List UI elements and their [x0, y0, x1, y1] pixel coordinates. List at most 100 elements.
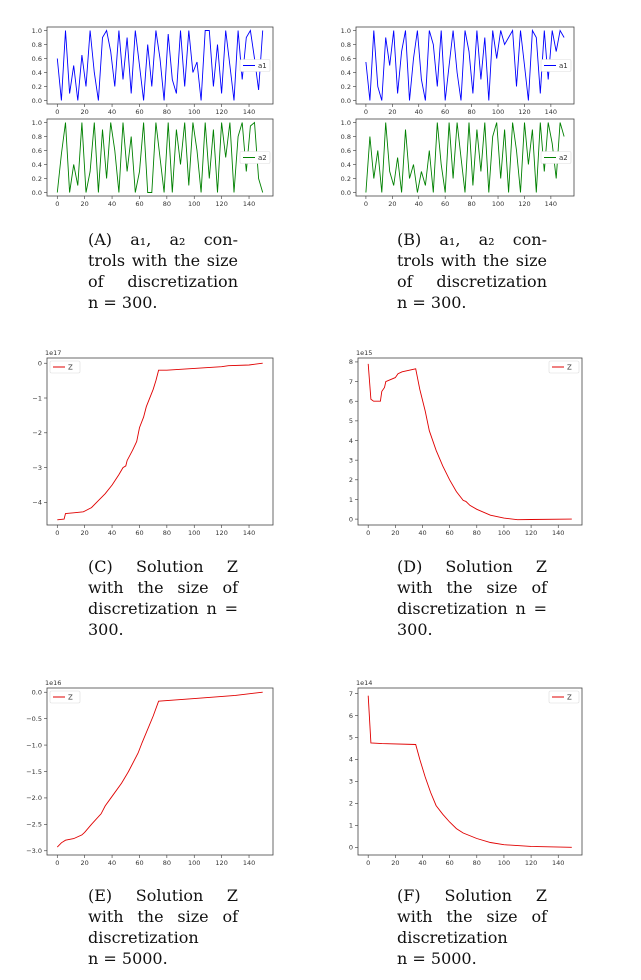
- axes-frame: [355, 26, 575, 105]
- y-tick-label: 0.8: [32, 41, 42, 49]
- x-tick-label: 140: [243, 859, 255, 867]
- x-tick-label: 120: [215, 108, 227, 116]
- x-tick-label: 100: [188, 200, 200, 208]
- y-tick-label: 0.0: [341, 189, 351, 197]
- x-tick-label: 120: [215, 859, 227, 867]
- y-tick-label: 5: [349, 734, 353, 742]
- legend-label: a1: [258, 62, 267, 70]
- y-tick-label: 0.6: [341, 55, 351, 63]
- caption-a: (A) a₁, a₂ con- trols with the size of d…: [88, 229, 238, 313]
- y-tick-label: 0.4: [32, 69, 42, 77]
- legend-label: a1: [559, 62, 568, 70]
- x-tick-label: 140: [243, 200, 255, 208]
- axes-frame: [46, 118, 274, 197]
- y-tick-label: 0.0: [341, 97, 351, 105]
- axes-frame: [46, 357, 274, 526]
- caption-line: with the size of: [397, 907, 547, 926]
- y-tick-label: 0: [349, 515, 353, 523]
- x-tick-label: 140: [552, 529, 564, 537]
- caption-line: (E) Solution Z: [88, 886, 238, 905]
- x-tick-label: 0: [55, 200, 59, 208]
- x-tick-label: 80: [163, 529, 171, 537]
- legend-label: Z: [567, 694, 572, 702]
- chart-e: 0 20 40 60 80 100 120 140 0.0 −0.5 −1.0 −1.5 −2.0 −2.…: [26, 679, 274, 867]
- series-line-Z: [57, 362, 263, 521]
- caption-e: (E) Solution Z with the size of discreti…: [88, 885, 238, 969]
- x-tick-label: 60: [135, 859, 143, 867]
- x-tick-label: 0: [55, 108, 59, 116]
- x-tick-label: 60: [135, 108, 143, 116]
- y-tick-label: 0.4: [32, 161, 42, 169]
- legend: Z: [548, 690, 580, 704]
- series-line-a2: [56, 121, 264, 193]
- caption-line: of discretization: [397, 272, 547, 291]
- x-tick-label: 140: [545, 200, 557, 208]
- x-tick-label: 140: [243, 108, 255, 116]
- y-tick-label: 1.0: [32, 119, 42, 127]
- x-tick-label: 100: [492, 108, 504, 116]
- x-tick-label: 40: [108, 859, 116, 867]
- x-tick-label: 0: [366, 529, 370, 537]
- offset-label: 1e16: [45, 679, 61, 687]
- x-tick-label: 40: [418, 529, 426, 537]
- x-tick-label: 40: [415, 108, 423, 116]
- x-tick-label: 40: [108, 529, 116, 537]
- caption-line: n = 300.: [397, 293, 467, 312]
- x-tick-label: 20: [391, 529, 399, 537]
- x-tick-label: 60: [441, 108, 449, 116]
- y-tick-label: 0.2: [341, 83, 351, 91]
- y-tick-label: 0.8: [341, 41, 351, 49]
- series-line-a1: [56, 29, 264, 101]
- x-tick-label: 100: [188, 529, 200, 537]
- x-tick-label: 80: [467, 108, 475, 116]
- x-tick-label: 40: [108, 108, 116, 116]
- y-tick-label: 7: [349, 378, 353, 386]
- caption-line: 300.: [397, 620, 433, 639]
- x-tick-label: 0: [364, 200, 368, 208]
- caption-line: trols with the size: [397, 251, 547, 270]
- caption-line: (C) Solution Z: [88, 557, 238, 576]
- y-tick-label: 6: [349, 712, 353, 720]
- x-tick-label: 100: [188, 859, 200, 867]
- x-tick-label: 60: [445, 859, 453, 867]
- legend: a1: [239, 59, 271, 72]
- y-tick-label: 0.2: [32, 83, 42, 91]
- x-tick-label: 40: [108, 200, 116, 208]
- legend-label: Z: [68, 694, 73, 702]
- caption-line: n = 5000.: [88, 949, 168, 968]
- caption-line: n = 5000.: [397, 949, 477, 968]
- y-tick-label: 0: [349, 844, 353, 852]
- x-tick-label: 60: [135, 529, 143, 537]
- y-tick-label: −2: [32, 429, 42, 437]
- y-tick-label: 0.2: [32, 175, 42, 183]
- y-tick-label: 0.0: [32, 189, 42, 197]
- legend: a2: [540, 151, 572, 164]
- caption-f: (F) Solution Z with the size of discreti…: [397, 885, 547, 969]
- caption-line: discretization: [88, 928, 199, 947]
- y-tick-label: −3.0: [26, 847, 42, 855]
- caption-line: (A) a₁, a₂ con-: [88, 230, 238, 249]
- x-tick-label: 100: [492, 200, 504, 208]
- y-tick-label: 0.6: [341, 147, 351, 155]
- chart-a-top: 0 20 40 60 80 100 120 140 0.0 0.2 0.4 0.6 0.8 1.0 a1: [32, 26, 274, 116]
- y-tick-label: 0.4: [341, 161, 351, 169]
- caption-line: discretization n =: [397, 599, 547, 618]
- caption-d: (D) Solution Z with the size of discreti…: [397, 556, 547, 640]
- x-tick-label: 20: [388, 108, 396, 116]
- legend: Z: [49, 360, 81, 374]
- caption-line: 300.: [88, 620, 124, 639]
- legend: a1: [540, 59, 572, 72]
- x-tick-label: 100: [188, 108, 200, 116]
- y-tick-label: 3: [349, 456, 353, 464]
- y-tick-label: 0.6: [32, 147, 42, 155]
- y-tick-label: 0.6: [32, 55, 42, 63]
- x-tick-label: 0: [55, 529, 59, 537]
- x-tick-label: 40: [415, 200, 423, 208]
- caption-line: with the size of: [397, 578, 547, 597]
- chart-c: 0 20 40 60 80 100 120 140 0 −1 −2 −3 −4 1e17 Z: [32, 349, 274, 537]
- x-tick-label: 140: [545, 108, 557, 116]
- y-tick-label: −2.0: [26, 794, 42, 802]
